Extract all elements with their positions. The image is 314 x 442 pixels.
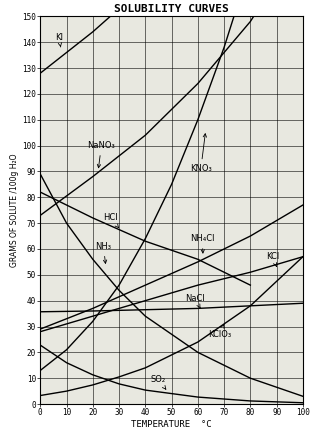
X-axis label: TEMPERATURE  °C: TEMPERATURE °C (131, 420, 212, 429)
Y-axis label: GRAMS OF SOLUTE /100g H₂O: GRAMS OF SOLUTE /100g H₂O (10, 153, 19, 267)
Text: NaCl: NaCl (185, 293, 204, 308)
Text: NH₄Cl: NH₄Cl (190, 234, 214, 253)
Text: KClO₃: KClO₃ (208, 324, 231, 339)
Title: SOLUBILITY CURVES: SOLUBILITY CURVES (114, 4, 229, 14)
Text: NH₃: NH₃ (95, 242, 111, 263)
Text: SO₂: SO₂ (151, 375, 166, 389)
Text: KNO₃: KNO₃ (190, 134, 212, 173)
Text: NaNO₃: NaNO₃ (88, 141, 115, 168)
Text: KCl: KCl (266, 252, 279, 267)
Text: KI: KI (55, 33, 63, 47)
Text: HCl: HCl (103, 213, 119, 228)
